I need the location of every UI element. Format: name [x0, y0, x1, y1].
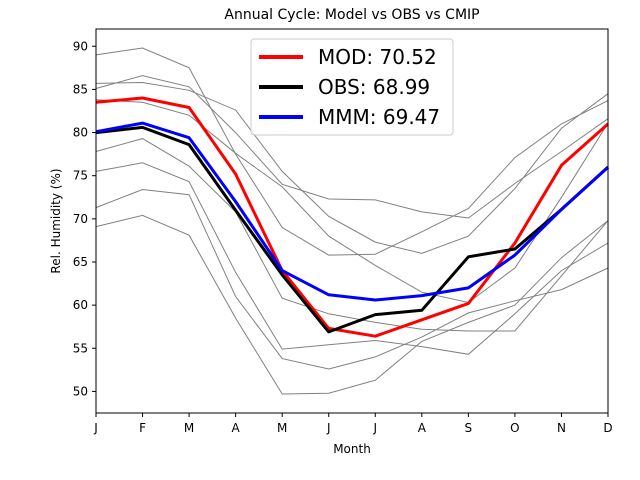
series-line-1 [95, 96, 609, 338]
cmip-model-lines [95, 47, 609, 395]
y-tick-label: 85 [73, 82, 88, 96]
x-tick-label: J [372, 421, 377, 435]
y-tick-label: 75 [73, 169, 88, 183]
x-axis-title: Month [333, 442, 371, 456]
x-tick-label: A [418, 421, 427, 435]
x-tick-label: M [184, 421, 194, 435]
legend-label-1: MOD: 70.52 [318, 45, 437, 69]
cmip-model-line-7 [95, 188, 609, 370]
y-tick-label: 50 [73, 384, 88, 398]
x-tick-label: N [557, 421, 566, 435]
series-lines [95, 96, 610, 338]
x-tick-label: M [277, 421, 287, 435]
legend: MOD: 70.52 OBS: 68.99 MMM: 69.47 [250, 38, 454, 136]
y-tick-label: 55 [73, 341, 88, 355]
x-tick-label: F [139, 421, 146, 435]
y-tick-label: 60 [73, 298, 88, 312]
chart-title: Annual Cycle: Model vs OBS vs CMIP [224, 7, 479, 23]
legend-label-2: OBS: 68.99 [318, 75, 430, 99]
y-tick-label: 65 [73, 255, 88, 269]
y-axis-title: Rel. Humidity (%) [49, 168, 63, 273]
x-tick-label: S [465, 421, 473, 435]
y-tick-label: 70 [73, 212, 88, 226]
x-tick-label: D [603, 421, 612, 435]
y-tick-label: 80 [73, 126, 88, 140]
cmip-model-line-4 [95, 99, 609, 304]
series-line-3 [95, 121, 610, 302]
cmip-model-line-8 [95, 214, 609, 395]
cmip-model-line-5 [95, 138, 609, 332]
y-axis: 50 55 60 65 70 75 80 85 90 [73, 39, 96, 398]
cmip-model-line-3 [95, 75, 609, 219]
x-tick-label: J [93, 421, 98, 435]
cmip-model-line-1 [95, 47, 609, 256]
x-tick-label: A [232, 421, 241, 435]
legend-label-3: MMM: 69.47 [318, 105, 440, 129]
series-line-2 [95, 125, 610, 334]
legend-box [250, 38, 454, 136]
cmip-model-line-6 [95, 162, 609, 355]
plot-frame [95, 28, 609, 414]
y-tick-label: 90 [73, 39, 88, 53]
x-tick-label: J [326, 421, 331, 435]
x-tick-label: O [510, 421, 519, 435]
